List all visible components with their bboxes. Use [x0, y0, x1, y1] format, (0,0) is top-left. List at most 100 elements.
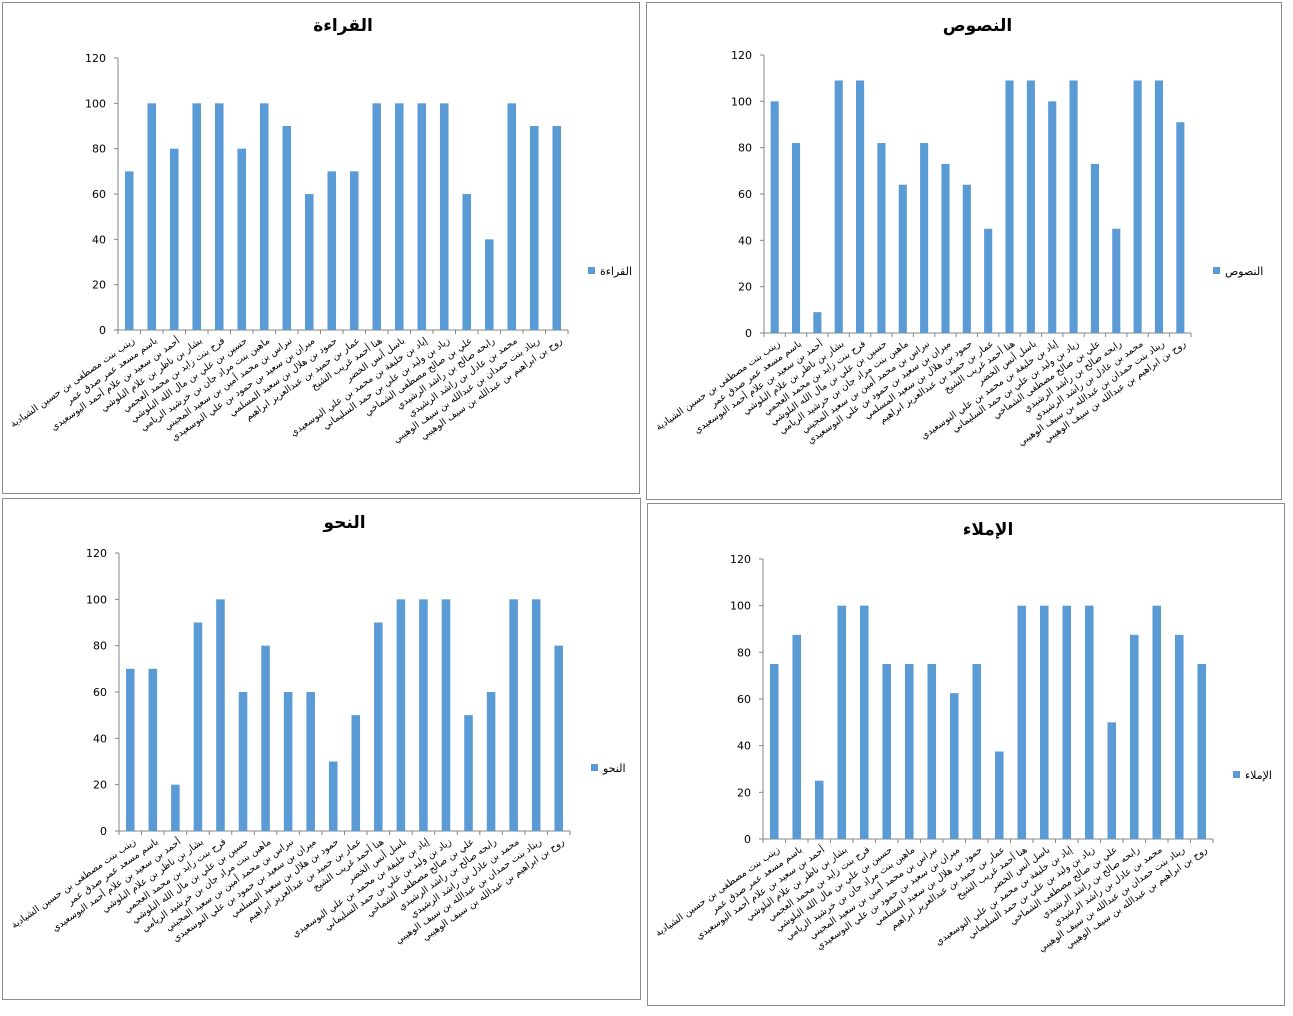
bar	[949, 693, 959, 839]
bar	[994, 751, 1004, 839]
bar	[328, 761, 338, 831]
bar	[1062, 605, 1072, 839]
legend-label: القراءة	[600, 265, 632, 278]
bar	[882, 664, 892, 839]
bar	[1090, 163, 1099, 333]
bar	[507, 103, 517, 330]
y-tick-label: 80	[738, 142, 752, 155]
bar	[1026, 80, 1035, 333]
y-tick-label: 20	[92, 279, 106, 292]
y-tick-label: 120	[86, 547, 107, 560]
bar	[237, 148, 247, 330]
bar	[769, 664, 779, 839]
bar	[1005, 80, 1014, 333]
bar	[1107, 722, 1117, 839]
y-tick-label: 40	[738, 234, 752, 247]
bar	[984, 228, 993, 333]
bar	[1197, 664, 1207, 839]
bar	[349, 171, 359, 330]
y-tick-label: 40	[737, 740, 751, 753]
legend-swatch	[1233, 771, 1240, 778]
bar	[441, 599, 451, 831]
bar	[770, 101, 779, 333]
bar	[372, 103, 382, 330]
y-tick-label: 20	[737, 786, 751, 799]
bar	[1133, 80, 1142, 333]
bar	[927, 664, 937, 839]
y-tick-label: 0	[745, 327, 752, 340]
bar	[791, 143, 801, 333]
bar	[462, 194, 472, 330]
bar	[1152, 605, 1162, 839]
bar	[1112, 228, 1121, 333]
bar	[148, 668, 158, 831]
bar	[327, 171, 337, 330]
bar	[837, 605, 847, 839]
bar	[509, 599, 518, 831]
bar	[216, 599, 225, 831]
bar	[552, 126, 562, 330]
bar	[193, 622, 203, 831]
bar	[554, 645, 564, 831]
y-tick-label: 20	[93, 779, 107, 792]
bar	[464, 715, 473, 831]
bar	[374, 622, 383, 831]
bar	[125, 668, 135, 831]
bar	[813, 312, 822, 333]
y-tick-label: 100	[730, 600, 751, 613]
bar	[877, 143, 886, 333]
bar	[898, 184, 907, 333]
bar	[1084, 605, 1094, 839]
bar	[214, 103, 224, 330]
bar	[124, 171, 134, 330]
chart-title: القراءة	[313, 16, 373, 36]
bar	[529, 126, 539, 330]
bar	[1129, 634, 1139, 839]
bar	[1039, 605, 1049, 839]
y-tick-label: 120	[731, 49, 752, 62]
y-tick-label: 0	[99, 324, 106, 337]
bar	[484, 239, 494, 330]
y-tick-label: 60	[738, 188, 752, 201]
y-tick-label: 60	[93, 686, 107, 699]
bar	[259, 103, 269, 330]
y-tick-label: 20	[738, 281, 752, 294]
bar	[941, 163, 950, 333]
legend-label: الإملاء	[1245, 769, 1272, 782]
bar	[394, 103, 404, 330]
bar	[261, 645, 270, 831]
bar	[419, 599, 428, 831]
bar	[531, 599, 541, 831]
bar	[904, 664, 914, 839]
y-tick-label: 120	[730, 553, 751, 566]
y-tick-label: 80	[737, 646, 751, 659]
bar	[147, 103, 157, 330]
y-tick-label: 100	[85, 97, 106, 110]
legend-label: النصوص	[1225, 265, 1263, 278]
y-tick-label: 100	[731, 95, 752, 108]
bar	[169, 148, 179, 330]
bar	[171, 784, 180, 831]
bar	[417, 103, 427, 330]
bar	[814, 780, 824, 839]
bar	[834, 80, 843, 333]
bar	[859, 605, 869, 839]
y-tick-label: 40	[93, 732, 107, 745]
chart-title: النحو	[322, 513, 365, 533]
y-tick-label: 60	[737, 693, 751, 706]
legend-swatch	[1213, 267, 1220, 274]
chart-panel-texts: النصوص 0 20 40 60 80 100 120 زينب بنت مصطفى بن ح…	[646, 2, 1282, 500]
chart-title: الإملاء	[963, 520, 1014, 540]
legend-label: النحو	[602, 762, 626, 775]
bar	[192, 103, 202, 330]
legend-swatch	[588, 267, 595, 274]
bar	[282, 126, 292, 330]
y-tick-label: 0	[744, 833, 751, 846]
legend-swatch	[591, 764, 598, 771]
bar	[486, 692, 496, 831]
bar	[792, 634, 802, 839]
